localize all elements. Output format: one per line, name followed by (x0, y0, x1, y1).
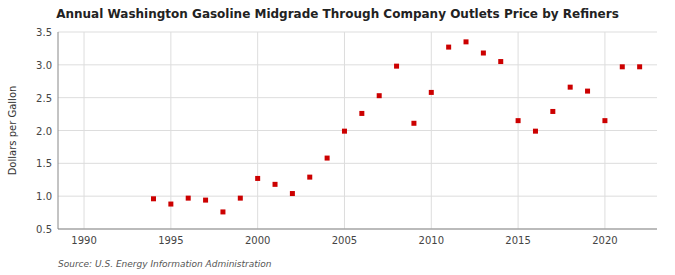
y-tick-label: 2.0 (36, 126, 52, 137)
point (585, 89, 590, 94)
point (290, 191, 295, 196)
point (377, 93, 382, 98)
point (273, 182, 278, 187)
point (255, 176, 260, 181)
y-grid-line (58, 130, 657, 131)
point (203, 198, 208, 203)
point (568, 85, 573, 90)
y-grid-line (58, 163, 657, 164)
x-grid-line (84, 32, 85, 229)
point (411, 121, 416, 126)
x-axis-line (58, 229, 657, 230)
y-grid-line (58, 64, 657, 65)
y-tick-label: 3.0 (36, 60, 52, 71)
x-tick-label: 2015 (505, 235, 530, 246)
y-tick-label: 1.0 (36, 191, 52, 202)
x-tick-label: 2010 (419, 235, 444, 246)
title: Annual Washington Gasoline Midgrade Thro… (56, 7, 619, 21)
point (498, 59, 503, 64)
point (516, 118, 521, 123)
point (446, 45, 451, 50)
y-tick-label: 2.5 (36, 93, 52, 104)
point (151, 196, 156, 201)
x-grid-line (170, 32, 171, 229)
point (186, 196, 191, 201)
point (394, 64, 399, 69)
x-tick-label: 2020 (592, 235, 617, 246)
x-grid-line (518, 32, 519, 229)
point (359, 111, 364, 116)
y-grid-line (58, 229, 657, 230)
x-tick-label: 2005 (332, 235, 357, 246)
point (533, 129, 538, 134)
point (307, 175, 312, 180)
point (220, 209, 225, 214)
point (550, 109, 555, 114)
point (637, 64, 642, 69)
x-tick-label: 1990 (71, 235, 96, 246)
x-grid-line (431, 32, 432, 229)
y-grid-line (58, 196, 657, 197)
point (429, 90, 434, 95)
y-grid-line (58, 97, 657, 98)
point (238, 196, 243, 201)
points (151, 39, 642, 214)
y-tick-label: 3.5 (36, 27, 52, 38)
x-tick-label: 1995 (158, 235, 183, 246)
y-tick-label: 0.5 (36, 224, 52, 235)
point (325, 156, 330, 161)
point (620, 64, 625, 69)
point (168, 202, 173, 207)
point (602, 118, 607, 123)
x-tick-label: 2000 (245, 235, 270, 246)
point (481, 51, 486, 56)
y-grid-line (58, 32, 657, 33)
x-grid-line (257, 32, 258, 229)
y-axis-label: Dollars per Gallon (7, 86, 18, 176)
y-tick-label: 1.5 (36, 158, 52, 169)
chart: Annual Washington Gasoline Midgrade Thro… (0, 0, 675, 275)
source-note: Source: U.S. Energy Information Administ… (58, 259, 272, 269)
grid (58, 32, 657, 229)
point (464, 39, 469, 44)
point (342, 129, 347, 134)
x-grid-line (604, 32, 605, 229)
y-axis-line (58, 32, 59, 229)
